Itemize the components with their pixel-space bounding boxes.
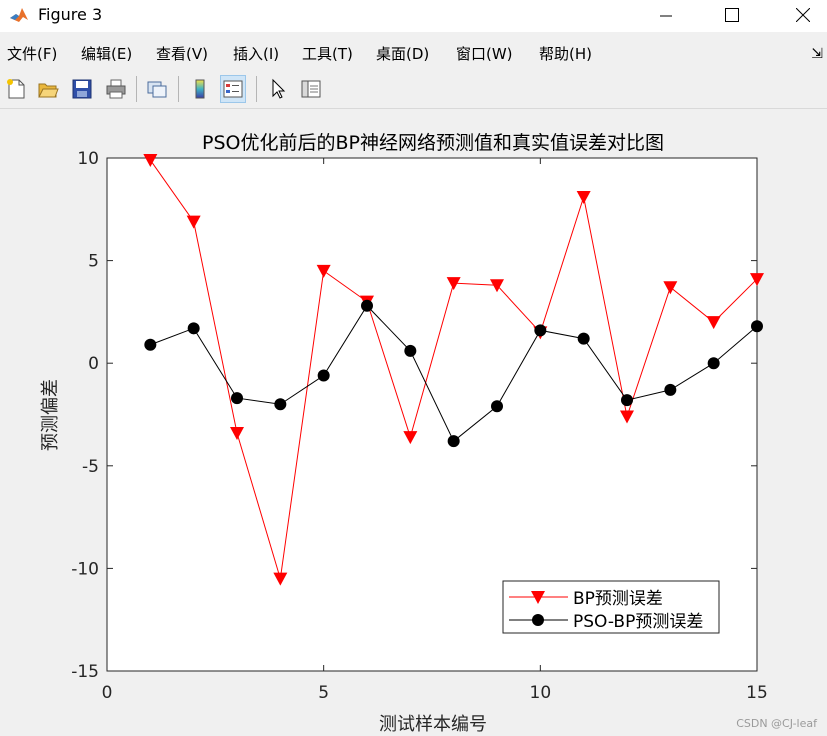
legend-label-bp: BP预测误差 [573,589,663,609]
figure-canvas: PSO优化前后的BP神经网络预测值和真实值误差对比图 测试样本编号 预测偏差 0… [40,132,768,735]
x-tick-label: 5 [318,683,329,703]
open-icon[interactable] [35,75,61,103]
data-point [274,398,287,411]
menu-view[interactable]: 查看(V) [156,45,208,63]
menu-desktop[interactable]: 桌面(D) [376,45,430,63]
save-icon[interactable] [69,75,95,103]
menu-help[interactable]: 帮助(H) [539,45,592,63]
data-point [186,215,201,229]
data-point [490,279,504,293]
menu-edit[interactable]: 编辑(E) [81,45,133,63]
y-tick-label: 5 [88,252,99,272]
maximize-button[interactable] [709,0,755,32]
data-point [317,369,330,382]
y-tick-label: 10 [77,149,99,169]
data-point [273,572,288,586]
data-point [664,383,677,396]
data-point [621,394,633,407]
data-point [707,357,720,370]
matlab-icon [9,5,29,25]
data-point [706,316,721,330]
data-point [663,281,678,295]
menu-file[interactable]: 文件(F) [7,45,58,63]
watermark: CSDN @CJ-leaf [736,717,817,730]
data-point [187,322,200,335]
data-point [620,410,634,424]
legend-marker-pso-bp [532,614,544,626]
data-point [404,344,417,357]
y-axis-label: 预测偏差 [40,379,61,451]
data-point [316,264,331,278]
y-tick-label: -5 [82,457,99,477]
toolbar-separator [136,76,137,102]
print-icon[interactable] [103,75,129,103]
data-point [446,277,461,291]
data-point [534,324,547,337]
data-point [231,392,243,405]
window-title: Figure 3 [38,5,103,24]
data-point [491,400,503,413]
minimize-button[interactable] [643,0,689,32]
data-point [143,154,158,168]
x-tick-label: 0 [102,683,113,703]
menu-insert[interactable]: 插入(I) [233,45,280,63]
y-tick-label: -10 [71,559,99,579]
series-pso-bp [144,299,763,448]
menu-tools[interactable]: 工具(T) [302,45,353,63]
data-point [750,273,764,287]
series-layer [143,154,764,586]
toolbar [0,70,827,109]
minimize-icon [660,7,672,26]
toolbar-separator [256,76,257,102]
link-figure-icon[interactable] [144,75,170,103]
x-tick-label: 10 [530,683,552,703]
chart-title: PSO优化前后的BP神经网络预测值和真实值误差对比图 [202,132,664,154]
pointer-icon[interactable] [265,75,291,103]
data-point [403,431,418,445]
close-icon [795,7,811,26]
axis-ticks: 0 5 10 15 10 5 0 -5 -10 -15 [71,149,768,703]
toolbar-separator [178,76,179,102]
data-point [361,299,373,312]
data-point [751,320,763,333]
data-point [447,435,460,448]
menu-bar: 文件(F) 编辑(E) 查看(V) 插入(I) 工具(T) 桌面(D) 窗口(W… [0,38,827,66]
series-bp [143,154,764,586]
y-tick-label: -15 [71,662,99,682]
data-point [144,338,157,351]
toolbar-overflow-icon[interactable]: ⇲ [811,46,823,62]
data-point [230,426,244,440]
legend-icon[interactable] [220,75,246,103]
property-editor-icon[interactable] [298,75,324,103]
legend-marker-bp [531,591,545,604]
window-title-bar: Figure 3 [0,0,827,32]
x-tick-label: 15 [746,683,768,703]
maximize-icon [725,7,739,26]
close-button[interactable] [780,0,826,32]
x-axis-label: 测试样本编号 [379,714,487,735]
new-figure-icon[interactable] [3,75,29,103]
data-point [577,332,590,345]
y-tick-label: 0 [88,354,99,374]
legend: BP预测误差 PSO-BP预测误差 [502,580,720,634]
menu-window[interactable]: 窗口(W) [456,45,513,63]
colorbar-icon[interactable] [187,75,213,103]
data-point [576,190,591,204]
legend-label-pso-bp: PSO-BP预测误差 [573,612,703,632]
